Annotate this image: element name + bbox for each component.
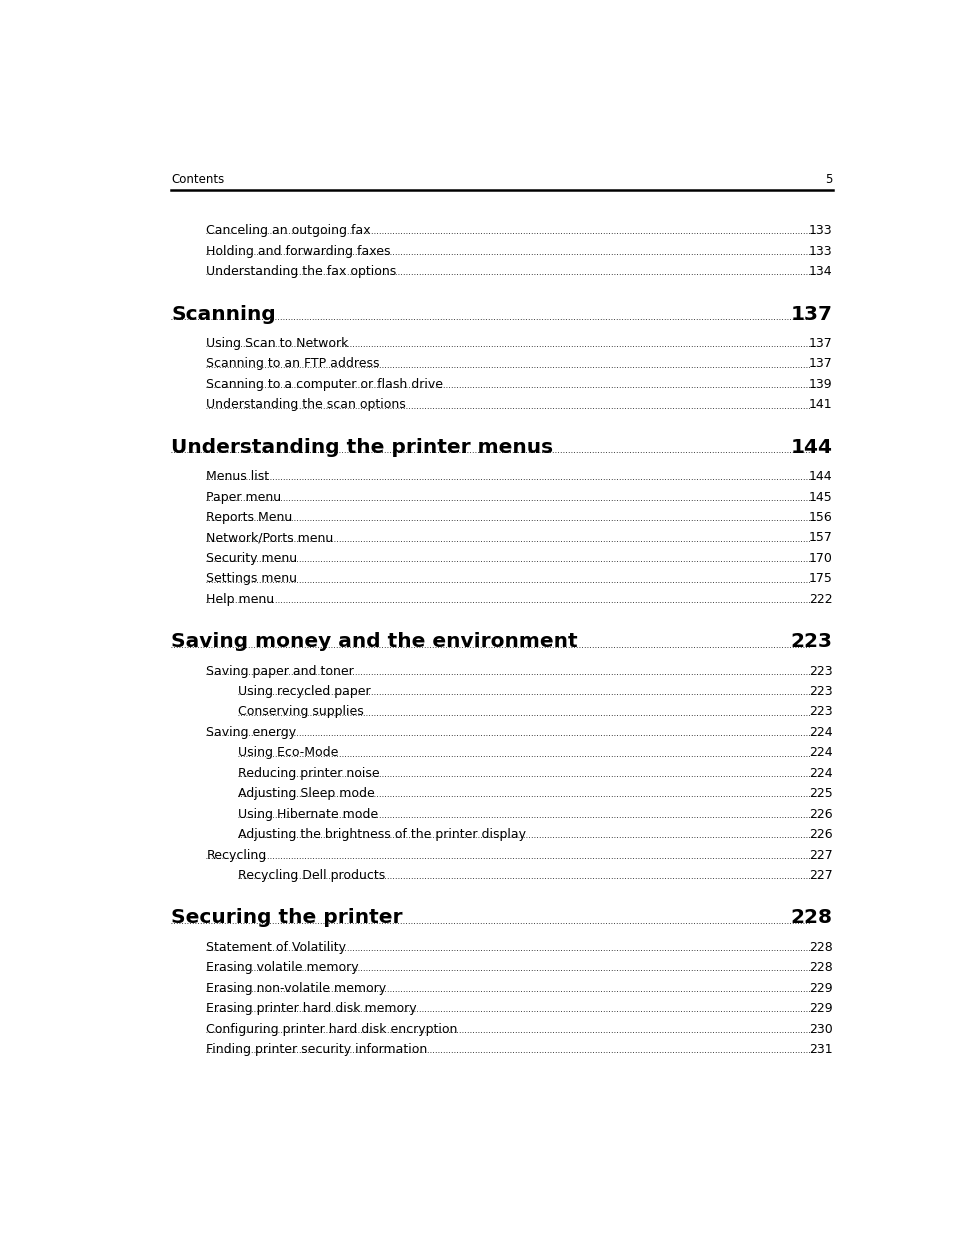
Text: Erasing non-volatile memory: Erasing non-volatile memory (206, 982, 386, 994)
Text: 134: 134 (808, 266, 832, 278)
Text: Using Hibernate mode: Using Hibernate mode (237, 808, 381, 821)
Text: Conserving supplies: Conserving supplies (237, 705, 367, 719)
Text: 229: 229 (808, 1002, 832, 1015)
Text: 141: 141 (808, 399, 832, 411)
Text: 227: 227 (808, 848, 832, 862)
Text: 223: 223 (808, 664, 832, 678)
Text: 175: 175 (808, 572, 832, 585)
Text: 133: 133 (808, 245, 832, 258)
Text: 222: 222 (808, 593, 832, 606)
Text: Saving money and the environment: Saving money and the environment (171, 632, 577, 651)
Text: Recycling Dell products: Recycling Dell products (237, 869, 384, 882)
Text: Recycling: Recycling (206, 848, 267, 862)
Text: 223: 223 (808, 685, 832, 698)
Text: 133: 133 (808, 225, 832, 237)
Text: Security menu: Security menu (206, 552, 297, 564)
Text: Menus list: Menus list (206, 471, 270, 483)
Text: 228: 228 (808, 961, 832, 974)
Text: 144: 144 (790, 437, 832, 457)
Text: Using Scan to Network: Using Scan to Network (206, 337, 349, 350)
Text: Contents: Contents (171, 173, 224, 186)
Text: Reducing printer noise: Reducing printer noise (237, 767, 378, 779)
Text: Finding printer security information: Finding printer security information (206, 1044, 427, 1056)
Text: 137: 137 (808, 357, 832, 370)
Text: 228: 228 (790, 909, 832, 927)
Text: 145: 145 (808, 490, 832, 504)
Text: Adjusting Sleep mode: Adjusting Sleep mode (237, 787, 378, 800)
Text: 224: 224 (808, 726, 832, 739)
Text: Understanding the scan options: Understanding the scan options (206, 399, 406, 411)
Text: Paper menu: Paper menu (206, 490, 281, 504)
Text: 231: 231 (808, 1044, 832, 1056)
Text: Reports Menu: Reports Menu (206, 511, 293, 524)
Text: 139: 139 (808, 378, 832, 390)
Text: Saving energy: Saving energy (206, 726, 296, 739)
Text: 157: 157 (808, 531, 832, 545)
Text: 224: 224 (808, 767, 832, 779)
Text: Erasing printer hard disk memory: Erasing printer hard disk memory (206, 1002, 416, 1015)
Text: Erasing volatile memory: Erasing volatile memory (206, 961, 358, 974)
Text: 227: 227 (808, 869, 832, 882)
Text: Adjusting the brightness of the printer display: Adjusting the brightness of the printer … (237, 829, 529, 841)
Text: Scanning to a computer or flash drive: Scanning to a computer or flash drive (206, 378, 443, 390)
Text: 226: 226 (808, 808, 832, 821)
Text: Understanding the printer menus: Understanding the printer menus (171, 437, 553, 457)
Text: 156: 156 (808, 511, 832, 524)
Text: Settings menu: Settings menu (206, 572, 297, 585)
Text: 144: 144 (808, 471, 832, 483)
Text: Scanning to an FTP address: Scanning to an FTP address (206, 357, 379, 370)
Text: Scanning: Scanning (171, 305, 275, 324)
Text: 223: 223 (790, 632, 832, 651)
Text: 223: 223 (808, 705, 832, 719)
Text: Help menu: Help menu (206, 593, 274, 606)
Text: Network/Ports menu: Network/Ports menu (206, 531, 334, 545)
Text: Securing the printer: Securing the printer (171, 909, 402, 927)
Text: Understanding the fax options: Understanding the fax options (206, 266, 396, 278)
Text: 137: 137 (808, 337, 832, 350)
Text: 230: 230 (808, 1023, 832, 1036)
Text: 228: 228 (808, 941, 832, 953)
Text: 224: 224 (808, 746, 832, 760)
Text: 137: 137 (790, 305, 832, 324)
Text: Canceling an outgoing fax: Canceling an outgoing fax (206, 225, 371, 237)
Text: 170: 170 (808, 552, 832, 564)
Text: Holding and forwarding faxes: Holding and forwarding faxes (206, 245, 391, 258)
Text: Saving paper and toner: Saving paper and toner (206, 664, 354, 678)
Text: 225: 225 (808, 787, 832, 800)
Text: Statement of Volatility: Statement of Volatility (206, 941, 346, 953)
Text: 226: 226 (808, 829, 832, 841)
Text: 229: 229 (808, 982, 832, 994)
Text: Using recycled paper: Using recycled paper (237, 685, 374, 698)
Text: Configuring printer hard disk encryption: Configuring printer hard disk encryption (206, 1023, 457, 1036)
Text: 5: 5 (824, 173, 832, 186)
Text: Using Eco-Mode: Using Eco-Mode (237, 746, 337, 760)
